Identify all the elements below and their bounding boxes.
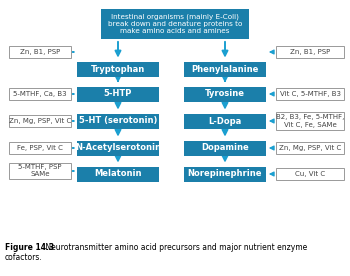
Text: Zn, Mg, PSP, Vit C: Zn, Mg, PSP, Vit C <box>279 145 341 151</box>
Text: B2, B3, Fe, 5-MTHF,
Vit C, Fe, SAMe: B2, B3, Fe, 5-MTHF, Vit C, Fe, SAMe <box>276 115 344 128</box>
FancyBboxPatch shape <box>276 142 344 154</box>
FancyBboxPatch shape <box>9 142 71 154</box>
Text: N-Acetylserotonin: N-Acetylserotonin <box>75 144 161 153</box>
Text: Dopamine: Dopamine <box>201 144 249 153</box>
Text: Figure 14.3: Figure 14.3 <box>5 243 54 253</box>
Text: 5-MTHF, PSP
SAMe: 5-MTHF, PSP SAMe <box>18 164 62 177</box>
Text: Vit C, 5-MTHF, B3: Vit C, 5-MTHF, B3 <box>280 91 341 97</box>
Text: Phenylalanine: Phenylalanine <box>191 65 259 73</box>
FancyBboxPatch shape <box>77 86 159 102</box>
Text: Tyrosine: Tyrosine <box>205 89 245 99</box>
Text: Fe, PSP, Vit C: Fe, PSP, Vit C <box>17 145 63 151</box>
FancyBboxPatch shape <box>9 163 71 179</box>
FancyBboxPatch shape <box>276 88 344 100</box>
Text: Norepinephrine: Norepinephrine <box>188 169 262 179</box>
FancyBboxPatch shape <box>77 113 159 129</box>
Text: Neurotransmitter amino acid precursors and major nutrient enzyme: Neurotransmitter amino acid precursors a… <box>43 243 307 253</box>
Text: Zn, B1, PSP: Zn, B1, PSP <box>290 49 330 55</box>
Text: Cu, Vit C: Cu, Vit C <box>295 171 325 177</box>
FancyBboxPatch shape <box>184 62 266 76</box>
Text: Zn, B1, PSP: Zn, B1, PSP <box>20 49 60 55</box>
FancyBboxPatch shape <box>77 166 159 182</box>
Text: 5-HTP: 5-HTP <box>104 89 132 99</box>
FancyBboxPatch shape <box>184 140 266 155</box>
FancyBboxPatch shape <box>9 115 71 127</box>
Text: Tryptophan: Tryptophan <box>91 65 145 73</box>
Text: 5-HT (serotonin): 5-HT (serotonin) <box>79 116 157 126</box>
FancyBboxPatch shape <box>184 113 266 129</box>
Text: Zn, Mg, PSP, Vit C: Zn, Mg, PSP, Vit C <box>9 118 71 124</box>
Text: Intestinal organisms (mainly E-Coli)
break down and denature proteins to
make am: Intestinal organisms (mainly E-Coli) bre… <box>108 14 242 34</box>
Text: cofactors.: cofactors. <box>5 253 43 261</box>
FancyBboxPatch shape <box>184 166 266 182</box>
FancyBboxPatch shape <box>101 9 249 39</box>
FancyBboxPatch shape <box>9 46 71 58</box>
FancyBboxPatch shape <box>77 140 159 155</box>
FancyBboxPatch shape <box>276 168 344 180</box>
Text: L-Dopa: L-Dopa <box>208 116 242 126</box>
FancyBboxPatch shape <box>184 86 266 102</box>
Text: 5-MTHF, Ca, B3: 5-MTHF, Ca, B3 <box>13 91 67 97</box>
FancyBboxPatch shape <box>77 62 159 76</box>
Text: Melatonin: Melatonin <box>94 169 142 179</box>
FancyBboxPatch shape <box>9 88 71 100</box>
FancyBboxPatch shape <box>276 46 344 58</box>
FancyBboxPatch shape <box>276 112 344 130</box>
